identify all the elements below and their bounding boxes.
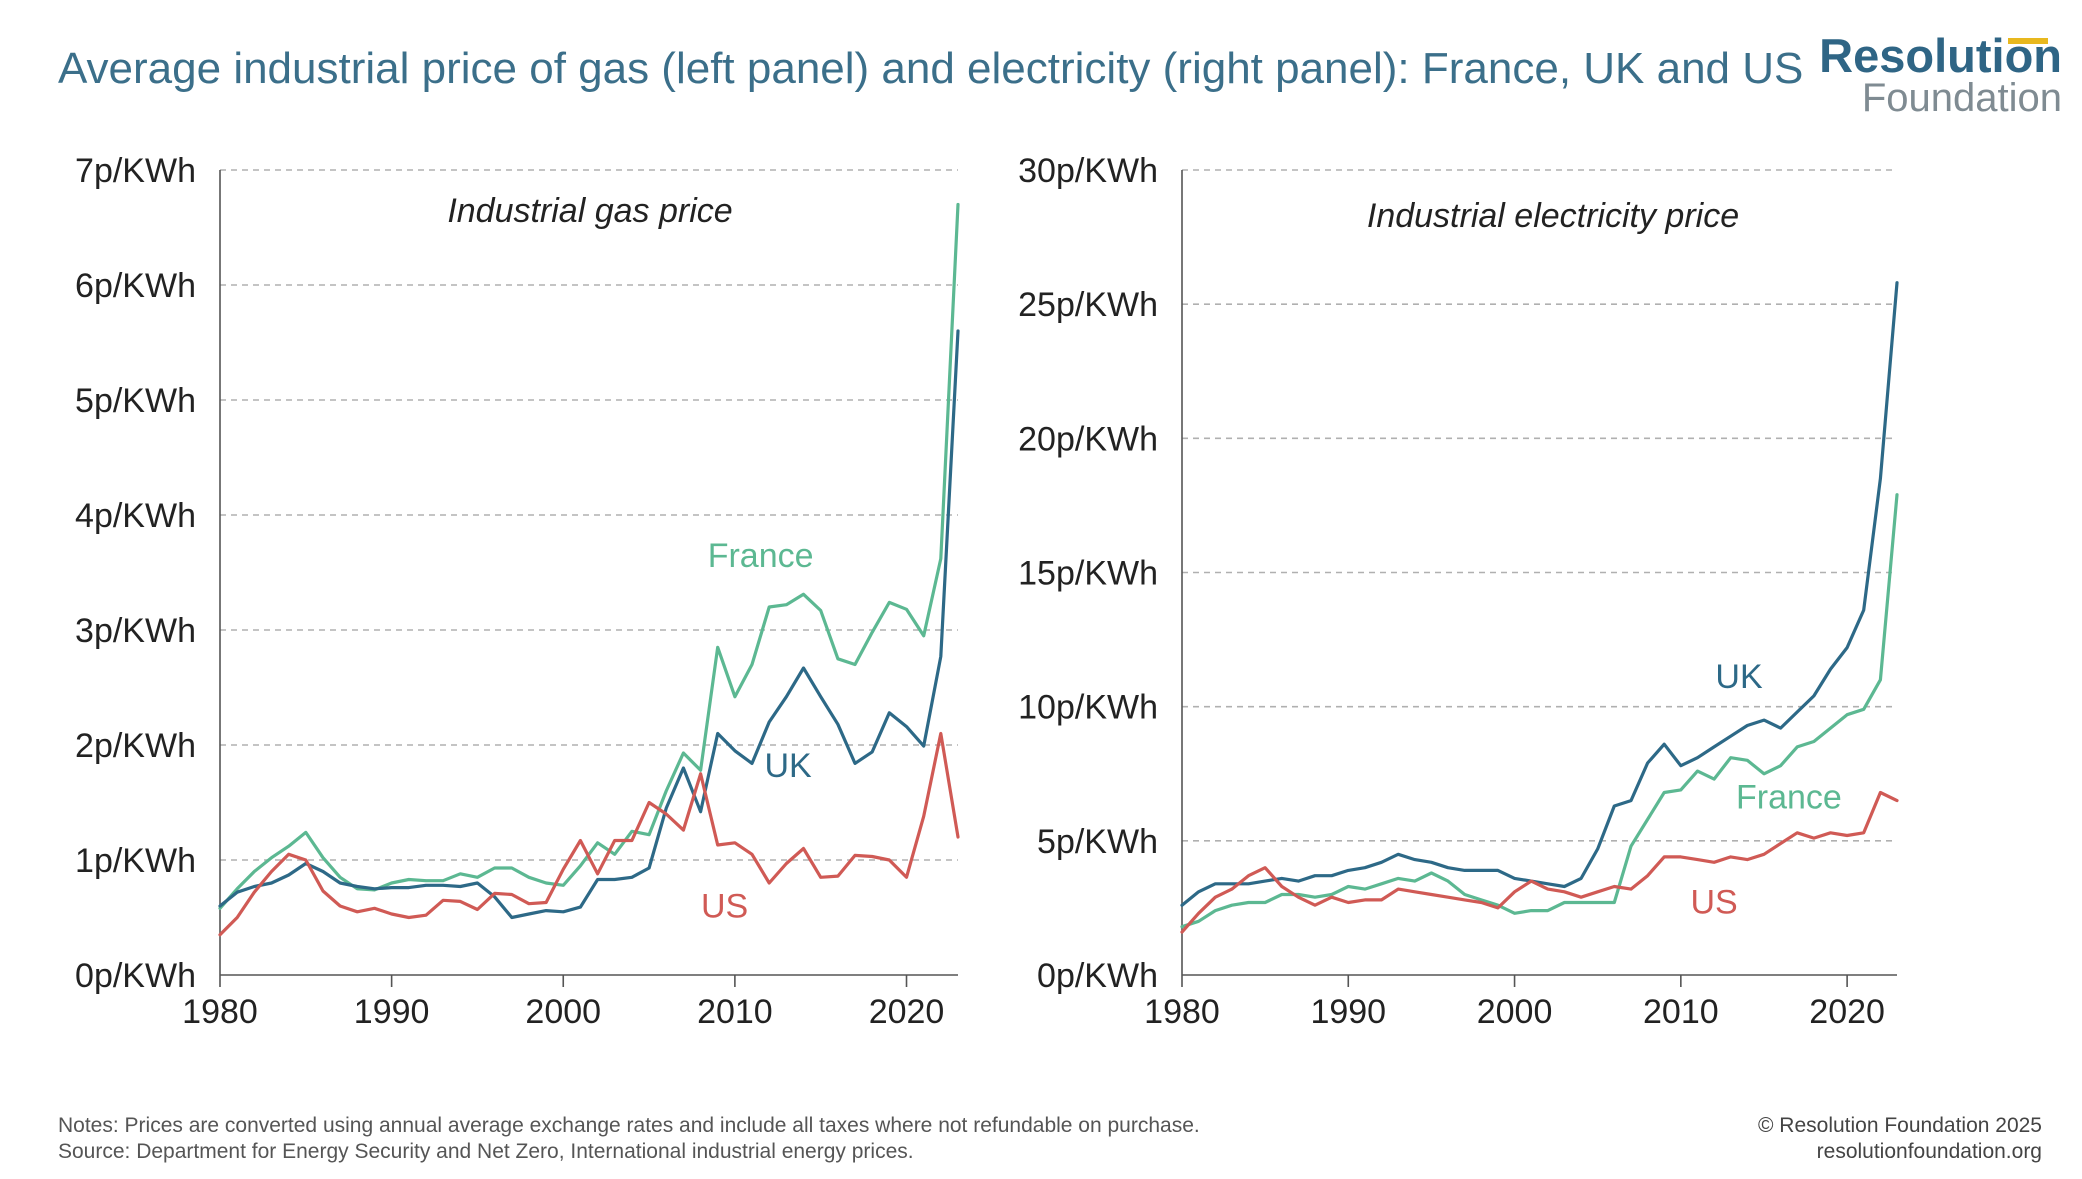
x-tick-label: 1990 <box>1310 993 1386 1031</box>
x-tick-label: 1980 <box>1144 993 1220 1031</box>
x-tick-label: 2000 <box>525 993 601 1031</box>
y-tick-label: 0p/KWh <box>1037 957 1158 995</box>
y-tick-label: 1p/KWh <box>75 842 196 880</box>
series-label-france: France <box>1736 779 1842 817</box>
series-line-france <box>1180 493 1899 929</box>
y-tick-label: 10p/KWh <box>1018 689 1158 727</box>
x-tick-label: 1980 <box>182 993 258 1031</box>
y-tick-label: 20p/KWh <box>1018 420 1158 458</box>
y-tick-label: 30p/KWh <box>1018 152 1158 190</box>
y-tick-label: 7p/KWh <box>75 152 196 190</box>
series-label-us: US <box>1690 883 1737 921</box>
y-tick-label: 4p/KWh <box>75 497 196 535</box>
resolution-foundation-logo: Resolution Foundation <box>1819 32 2062 120</box>
source-line: Source: Department for Energy Security a… <box>58 1140 914 1163</box>
chart-credit: © Resolution Foundation 2025 resolutionf… <box>1758 1113 2042 1165</box>
panel-title: Industrial gas price <box>447 192 732 230</box>
series-line-uk <box>1180 281 1899 907</box>
series-label-us: US <box>701 888 748 926</box>
copyright-text: © Resolution Foundation 2025 <box>1757 1114 2042 1137</box>
y-tick-label: 5p/KWh <box>1037 823 1158 861</box>
series-line-us <box>218 731 960 937</box>
series-line-us <box>1180 790 1899 934</box>
series-label-uk: UK <box>764 747 812 785</box>
x-tick-label: 2020 <box>869 993 945 1031</box>
electricity-price-panel: 0p/KWh 5p/KWh 10p/KWh 15p/KWh 20p/KWh 25p/KWh… <box>1018 152 1899 1031</box>
x-tick-label: 2010 <box>1643 993 1719 1031</box>
x-tick-label: 2010 <box>697 993 773 1031</box>
y-tick-label: 15p/KWh <box>1018 555 1158 593</box>
series-label-france: France <box>708 537 814 575</box>
panel-title: Industrial electricity price <box>1367 197 1739 235</box>
logo-accent-bar <box>2008 38 2048 44</box>
series-label-uk: UK <box>1715 658 1763 696</box>
x-tick-label: 2020 <box>1809 993 1885 1031</box>
y-tick-label: 3p/KWh <box>75 612 196 650</box>
website-text: resolutionfoundation.org <box>1816 1140 2042 1163</box>
series-line-uk <box>218 329 960 920</box>
chart-notes: Notes: Prices are converted using annual… <box>58 1113 1200 1165</box>
series-line-france <box>218 202 960 910</box>
y-tick-label: 2p/KWh <box>75 727 196 765</box>
gas-price-panel: 0p/KWh 1p/KWh 2p/KWh 3p/KWh 4p/KWh 5p/KWh 6p/K… <box>75 152 960 1031</box>
y-tick-label: 25p/KWh <box>1018 286 1158 324</box>
x-tick-label: 1990 <box>354 993 430 1031</box>
notes-line: Notes: Prices are converted using annual… <box>58 1114 1200 1137</box>
logo-line2: Foundation <box>1861 76 2062 120</box>
y-tick-label: 5p/KWh <box>75 382 196 420</box>
y-tick-label: 0p/KWh <box>75 957 196 995</box>
y-tick-label: 6p/KWh <box>75 267 196 305</box>
chart-title: Average industrial price of gas (left pa… <box>58 44 1804 93</box>
x-tick-label: 2000 <box>1477 993 1553 1031</box>
